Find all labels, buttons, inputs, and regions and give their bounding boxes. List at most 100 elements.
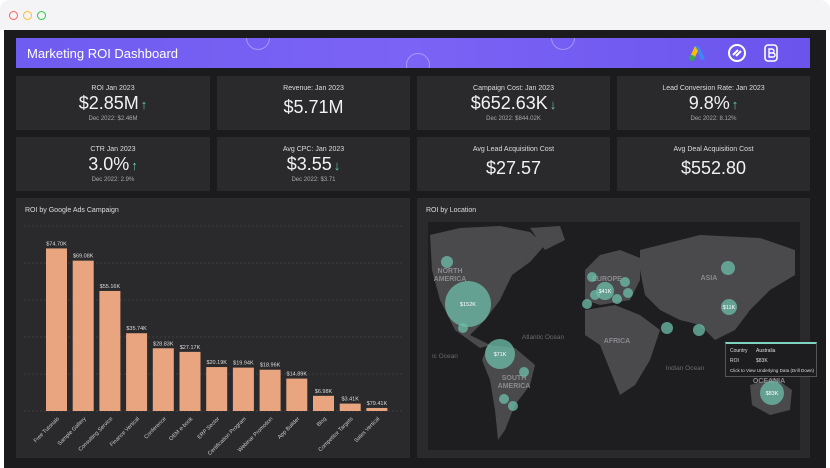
bar[interactable] bbox=[259, 369, 281, 411]
bigin-icon bbox=[764, 44, 778, 62]
bar-value-label: $14.89K bbox=[287, 372, 308, 378]
category-label: Conference bbox=[143, 416, 167, 440]
bar-value-label: $55.16K bbox=[100, 284, 121, 290]
category-label: Finance Vertical bbox=[109, 416, 141, 448]
location-bubble[interactable] bbox=[612, 294, 622, 304]
kpi-value: $2.85M ↑ bbox=[78, 93, 148, 113]
bar-value-label: $27.17K bbox=[180, 345, 201, 351]
zoho-icon bbox=[728, 44, 746, 62]
location-bubble[interactable] bbox=[587, 272, 597, 282]
bar-value-label: $19.94K bbox=[233, 361, 254, 367]
kpi-value: $3.55 ↓ bbox=[286, 154, 341, 174]
kpi-comparison: Dec 2022: $2.46M bbox=[88, 116, 138, 122]
ocean-label: Indian Ocean bbox=[666, 365, 705, 372]
bar[interactable] bbox=[339, 403, 361, 411]
region-label: NORTH bbox=[438, 268, 463, 275]
trend-up-icon: ↑ bbox=[131, 158, 138, 173]
location-bubble[interactable] bbox=[441, 256, 453, 268]
location-bubble[interactable] bbox=[623, 288, 633, 298]
kpi-card[interactable]: Campaign Cost: Jan 2023 $652.63K ↓ Dec 20… bbox=[417, 76, 610, 130]
category-label: Sales Vertical bbox=[354, 416, 382, 444]
region-label: AFRICA bbox=[604, 338, 630, 345]
location-bubble[interactable] bbox=[445, 281, 491, 327]
kpi-label: Avg CPC: Jan 2023 bbox=[282, 146, 345, 153]
region-label: EUROPE bbox=[592, 276, 622, 283]
location-bubble[interactable] bbox=[485, 339, 515, 369]
kpi-card[interactable]: ROI Jan 2023 $2.85M ↑ Dec 2022: $2.46M bbox=[16, 76, 210, 130]
kpi-value: $652.63K ↓ bbox=[470, 93, 557, 113]
trend-down-icon: ↓ bbox=[549, 97, 557, 112]
bubble-value-label: $83K bbox=[766, 391, 779, 397]
bar[interactable] bbox=[366, 407, 388, 411]
bar-value-label: $18.96K bbox=[260, 363, 281, 369]
minimize-dot[interactable] bbox=[23, 11, 32, 20]
location-bubble[interactable] bbox=[661, 322, 673, 334]
bar[interactable] bbox=[313, 395, 334, 411]
kpi-comparison: Dec 2022: $844.02K bbox=[486, 116, 541, 122]
bar[interactable] bbox=[232, 367, 254, 411]
category-label: ERP Sector bbox=[197, 416, 222, 441]
bubble-value-label: $11K bbox=[723, 305, 736, 311]
ocean-label: Atlantic Ocean bbox=[522, 334, 565, 341]
bubble-value-label: $152K bbox=[460, 302, 476, 308]
kpi-label: Lead Conversion Rate: Jan 2023 bbox=[662, 85, 765, 92]
kpi-value: $552.80 bbox=[680, 158, 747, 178]
trend-up-icon: ↑ bbox=[731, 97, 739, 112]
tooltip-roi-label: ROI bbox=[730, 358, 739, 364]
location-bubble[interactable] bbox=[721, 299, 737, 315]
kpi-card[interactable]: Revenue: Jan 2023 $5.71M bbox=[217, 76, 410, 130]
tooltip-country-value: Australia bbox=[756, 348, 776, 354]
tooltip-drilldown-hint[interactable]: Click to View Underlying Data (Drill Dow… bbox=[730, 368, 814, 373]
kpi-card[interactable]: Avg Lead Acquisition Cost $27.57 bbox=[417, 137, 610, 191]
bar[interactable] bbox=[286, 378, 308, 411]
region-label: AMERICA bbox=[498, 383, 531, 390]
chart-title: ROI by Google Ads Campaign bbox=[25, 207, 119, 214]
location-bubble[interactable] bbox=[582, 299, 592, 309]
trend-down-icon: ↓ bbox=[333, 158, 341, 173]
page-title: Marketing ROI Dashboard bbox=[27, 46, 179, 61]
kpi-value: $5.71M bbox=[283, 97, 344, 117]
bar-value-label: $6.98K bbox=[315, 389, 333, 395]
kpi-comparison: Dec 2022: 2.9% bbox=[91, 177, 135, 183]
kpi-label: Campaign Cost: Jan 2023 bbox=[473, 85, 554, 92]
bar[interactable] bbox=[126, 333, 148, 411]
region-label: SOUTH bbox=[502, 375, 527, 382]
window-titlebar bbox=[0, 0, 830, 30]
kpi-card[interactable]: Avg Deal Acquisition Cost $552.80 bbox=[617, 137, 810, 191]
africa-shape bbox=[585, 305, 660, 395]
bar[interactable] bbox=[99, 290, 121, 411]
kpi-label: ROI Jan 2023 bbox=[91, 85, 135, 92]
bar[interactable] bbox=[46, 248, 67, 411]
bar-value-label: $28.83K bbox=[153, 341, 174, 347]
kpi-label: Avg Deal Acquisition Cost bbox=[673, 146, 754, 153]
maximize-dot[interactable] bbox=[37, 11, 46, 20]
location-bubble[interactable] bbox=[519, 367, 529, 377]
location-bubble[interactable] bbox=[620, 277, 630, 287]
kpi-card[interactable]: Lead Conversion Rate: Jan 2023 9.8% ↑ Dec… bbox=[617, 76, 810, 130]
kpi-value: 9.8% ↑ bbox=[688, 93, 739, 113]
location-bubble[interactable] bbox=[508, 401, 518, 411]
kpi-comparison: Dec 2022: $3.71 bbox=[291, 177, 336, 183]
location-bubble[interactable] bbox=[693, 324, 705, 336]
bar-value-label: $35.74K bbox=[126, 326, 147, 332]
bar[interactable] bbox=[72, 260, 94, 411]
location-bubble[interactable] bbox=[721, 261, 735, 275]
bar[interactable] bbox=[152, 348, 174, 411]
dashboard-header: Marketing ROI Dashboard bbox=[16, 38, 810, 68]
ocean-label: ic Ocean bbox=[432, 353, 458, 360]
bar-value-label: $3.41K bbox=[341, 397, 359, 403]
greenland-shape bbox=[530, 226, 565, 250]
bar-value-label: $74.70K bbox=[46, 241, 67, 247]
bar[interactable] bbox=[179, 351, 201, 411]
location-bubble[interactable] bbox=[760, 381, 784, 405]
location-bubble[interactable] bbox=[499, 394, 509, 404]
close-dot[interactable] bbox=[9, 11, 18, 20]
kpi-card[interactable]: CTR Jan 2023 3.0% ↑ Dec 2022: 2.9% bbox=[16, 137, 210, 191]
location-bubble[interactable] bbox=[596, 282, 614, 300]
tooltip-roi-value: $83K bbox=[756, 358, 768, 364]
bar[interactable] bbox=[206, 367, 228, 411]
kpi-card[interactable]: Avg CPC: Jan 2023 $3.55 ↓ Dec 2022: $3.71 bbox=[217, 137, 410, 191]
bar-value-label: $69.08K bbox=[73, 254, 94, 260]
